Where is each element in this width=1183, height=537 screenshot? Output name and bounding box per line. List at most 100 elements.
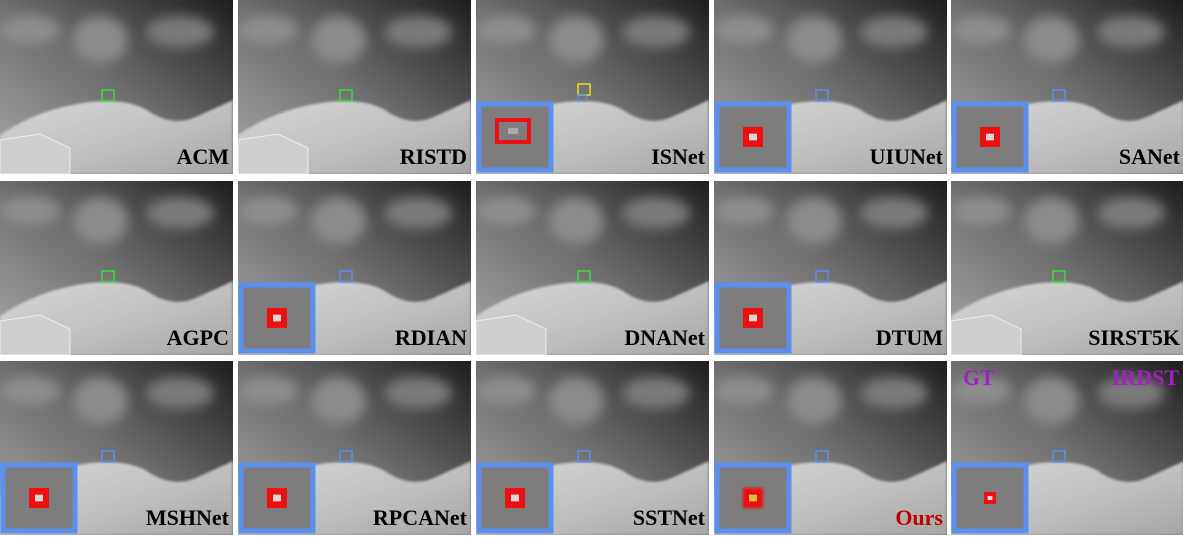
cloud (1023, 377, 1079, 425)
cloud (238, 16, 298, 44)
detection-box (101, 270, 115, 283)
panel: AGPC (0, 181, 233, 355)
zoom-core (273, 494, 281, 502)
zoom-core (511, 494, 519, 502)
infrared-image (0, 0, 233, 174)
infrared-image (238, 0, 471, 174)
method-label: ACM (176, 144, 229, 169)
cloud (146, 16, 214, 48)
cloud (310, 16, 366, 64)
method-label: RPCANet (373, 505, 468, 530)
cloud (951, 377, 1011, 405)
method-label: SIRST5K (1088, 325, 1180, 350)
zoom-target (495, 118, 531, 144)
cloud (714, 377, 774, 405)
cloud (786, 377, 842, 425)
infrared-image (0, 181, 233, 355)
cloud (0, 16, 60, 44)
cloud (548, 16, 604, 64)
detection-box (815, 270, 829, 283)
cloud (951, 197, 1011, 225)
cloud (714, 197, 774, 225)
cloud (146, 377, 214, 409)
panel: SANet (951, 0, 1183, 174)
panel: RDIAN (238, 181, 471, 355)
cloud (548, 197, 604, 245)
cloud (1097, 16, 1165, 48)
method-label: MSHNet (146, 505, 230, 530)
method-label: DNANet (624, 325, 705, 350)
zoom-core (749, 133, 757, 141)
method-label: IRDST (1112, 365, 1180, 390)
zoom-inset (476, 101, 554, 173)
panel: SIRST5K (951, 181, 1183, 355)
zoom-core (987, 496, 993, 500)
building (476, 314, 547, 355)
cloud (238, 197, 298, 225)
detection-box (101, 89, 115, 102)
panel: Ours (714, 361, 947, 535)
panel: DNANet (476, 181, 709, 355)
cloud (0, 197, 60, 225)
building (951, 314, 1022, 355)
cloud (786, 16, 842, 64)
cloud (860, 16, 928, 48)
infrared-image (476, 181, 709, 355)
cloud (310, 377, 366, 425)
panel: RISTD (238, 0, 471, 174)
cloud (1097, 197, 1165, 229)
cloud (72, 197, 128, 245)
cloud (476, 377, 536, 405)
method-label: SANet (1119, 144, 1181, 169)
panel: ISNet (476, 0, 709, 174)
infrared-image (951, 181, 1183, 355)
panel: SSTNet (476, 361, 709, 535)
cloud (72, 16, 128, 64)
panel: DTUM (714, 181, 947, 355)
cloud (714, 16, 774, 44)
method-label: RDIAN (395, 325, 467, 350)
detection-box (1052, 270, 1066, 283)
method-label: AGPC (167, 325, 229, 350)
cloud (951, 16, 1011, 44)
detection-box (339, 270, 353, 283)
cloud (1023, 16, 1079, 64)
panel: UIUNet (714, 0, 947, 174)
detection-box (815, 450, 829, 463)
building (0, 314, 71, 355)
method-label: Ours (895, 505, 943, 530)
cloud (622, 197, 690, 229)
cloud (384, 197, 452, 229)
zoom-core (749, 314, 757, 322)
detection-box (339, 450, 353, 463)
cloud (0, 377, 60, 405)
detection-box (577, 94, 587, 102)
method-label: RISTD (400, 144, 467, 169)
detection-box (815, 89, 829, 102)
detection-box (1052, 450, 1066, 463)
gt-label: GT (963, 365, 995, 390)
cloud (146, 197, 214, 229)
cloud (310, 197, 366, 245)
cloud (786, 197, 842, 245)
zoom-inset (0, 462, 78, 534)
zoom-core (35, 494, 43, 502)
cloud (1097, 377, 1165, 409)
panel: ACM (0, 0, 233, 174)
infrared-image (476, 361, 709, 535)
cloud (238, 377, 298, 405)
method-label: DTUM (876, 325, 943, 350)
zoom-core (273, 314, 281, 322)
cloud (476, 197, 536, 225)
cloud (622, 377, 690, 409)
building (0, 133, 71, 174)
detection-box (577, 450, 591, 463)
cloud (1023, 197, 1079, 245)
cloud (384, 16, 452, 48)
method-label: ISNet (651, 144, 705, 169)
zoom-core (986, 133, 994, 141)
cloud (72, 377, 128, 425)
cloud (476, 16, 536, 44)
zoom-core (749, 494, 757, 502)
